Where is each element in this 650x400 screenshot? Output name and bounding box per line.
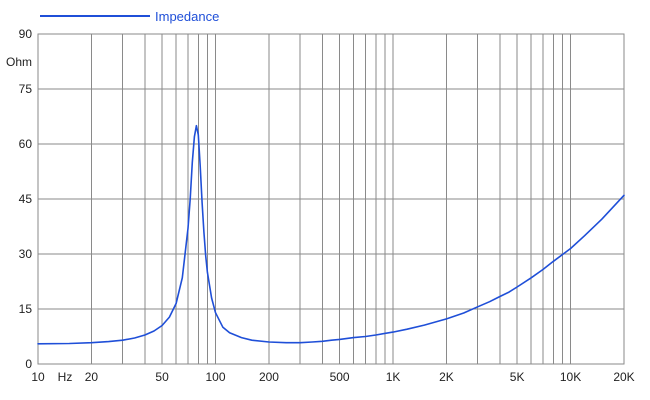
x-tick-label: 20K [613, 370, 634, 384]
y-tick-label: 75 [19, 82, 33, 96]
x-tick-label: 10 [31, 370, 45, 384]
legend-label-impedance: Impedance [155, 9, 219, 24]
x-axis-unit-label: Hz [58, 370, 73, 384]
y-tick-label: 60 [19, 137, 33, 151]
impedance-curve [37, 124, 625, 345]
x-tick-label: 200 [259, 370, 279, 384]
grid [37, 33, 625, 365]
x-tick-label: 20 [85, 370, 99, 384]
y-tick-label: 90 [19, 27, 33, 41]
legend: Impedance [40, 9, 219, 24]
y-tick-label: 45 [19, 192, 33, 206]
x-tick-label: 10K [560, 370, 581, 384]
x-tick-label: 50 [155, 370, 169, 384]
x-axis: 10 20 50 100 200 500 1K 2K 5K 10K 20K [31, 370, 634, 384]
y-axis-unit-label: Ohm [6, 55, 32, 69]
x-tick-label: 2K [439, 370, 454, 384]
x-tick-label: 5K [510, 370, 525, 384]
y-axis: 0 15 30 45 60 75 90 [19, 27, 33, 371]
x-tick-label: 100 [206, 370, 226, 384]
y-tick-label: 0 [25, 357, 32, 371]
y-tick-label: 15 [19, 302, 33, 316]
x-tick-label: 500 [330, 370, 350, 384]
plot-frame [37, 33, 625, 365]
y-tick-label: 30 [19, 247, 33, 261]
x-tick-label: 1K [386, 370, 401, 384]
